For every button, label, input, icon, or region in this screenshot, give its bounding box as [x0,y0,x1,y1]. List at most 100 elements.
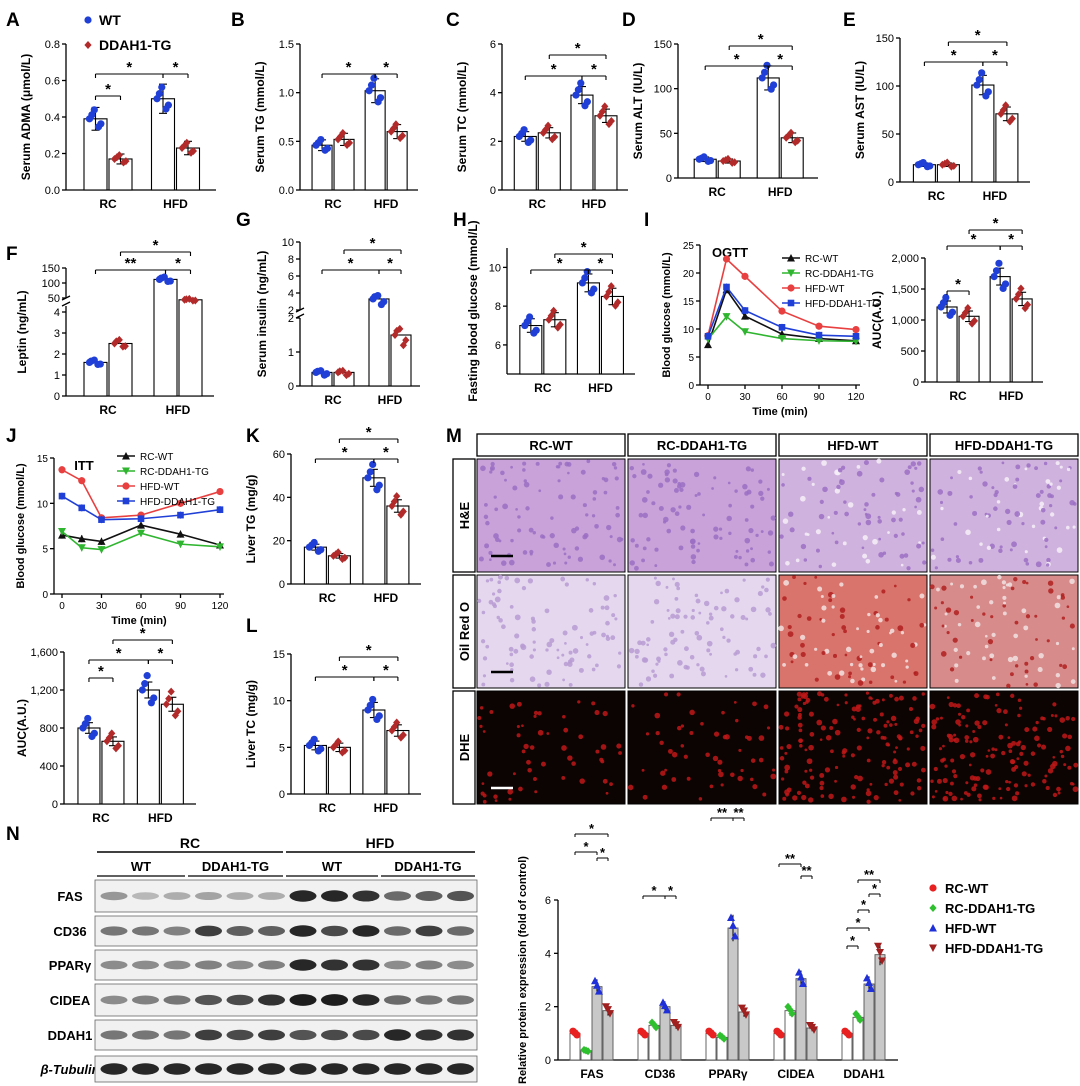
column-header-box [476,433,626,457]
texture [1013,633,1019,639]
texture [787,631,794,637]
texture [821,650,826,655]
data-point [364,474,372,482]
blot-band [226,926,254,936]
texture [785,726,790,731]
y-tick-label: 2 [545,1002,551,1014]
texture [641,497,648,503]
blot-band [132,995,159,1005]
texture [782,518,789,524]
texture [616,664,622,669]
texture [968,561,973,565]
texture [508,559,515,566]
texture [900,563,904,567]
texture [655,731,660,736]
texture [514,633,520,639]
texture [1069,623,1075,629]
significance-star: * [971,231,977,248]
texture [721,606,727,612]
x-tick-label: 60 [135,601,147,612]
texture [862,553,868,559]
data-point [158,83,166,91]
texture [1024,727,1030,733]
texture [680,724,685,728]
texture [480,465,486,472]
texture [888,778,895,784]
texture [1045,563,1050,567]
data-point [115,151,123,160]
texture [965,529,971,536]
blot-band [352,1063,380,1075]
texture [683,664,689,670]
texture [955,719,961,725]
texture [979,470,983,474]
texture [1059,465,1063,469]
texture [1070,679,1076,684]
bar [1011,298,1033,383]
texture [502,503,509,510]
texture [697,542,701,545]
texture [563,727,569,733]
texture [665,585,669,589]
texture [690,538,696,545]
data-point [77,534,86,543]
texture [658,505,664,511]
bar [362,709,386,795]
data-point [78,504,86,512]
texture [504,478,507,482]
texture [943,624,947,628]
texture [887,531,890,534]
protein-label-4: DDAH1 [48,1028,93,1043]
y-tick-label: 150 [876,33,894,45]
texture [629,560,635,566]
texture [608,559,612,563]
texture [523,743,529,750]
texture [844,701,848,705]
texture [1021,521,1025,526]
texture [735,718,739,723]
x-tick-label: 30 [739,392,751,403]
texture [948,701,954,708]
texture [545,648,549,652]
column-header-2: HFD-WT [827,438,878,453]
texture [601,632,606,638]
texture [768,561,774,567]
texture [1017,698,1022,702]
texture [585,643,589,646]
texture [689,730,694,736]
texture [902,680,907,684]
blot-strip [94,949,478,981]
data-point [119,158,128,167]
texture [985,754,989,758]
data-point [110,339,119,348]
texture [706,640,713,647]
legend-label: RC-WT [945,881,988,896]
texture [766,726,771,730]
panel-letter-K: K [246,426,260,447]
bar [386,729,410,795]
blot-band [415,995,443,1005]
texture [1005,508,1011,515]
texture [970,619,974,622]
texture [804,769,808,773]
texture [916,785,922,791]
texture [1025,562,1030,566]
texture [792,575,796,580]
texture [700,671,706,677]
texture [827,516,831,519]
texture [950,582,954,586]
texture [677,660,683,666]
bar [780,137,804,179]
data-point [782,133,790,142]
texture [784,769,789,774]
texture [567,471,570,475]
bar [327,555,351,585]
data-point [334,548,342,557]
texture [834,729,841,736]
texture [698,797,703,801]
data-point [187,148,195,157]
y-axis-label: Serum AST (IU/L) [853,61,867,159]
